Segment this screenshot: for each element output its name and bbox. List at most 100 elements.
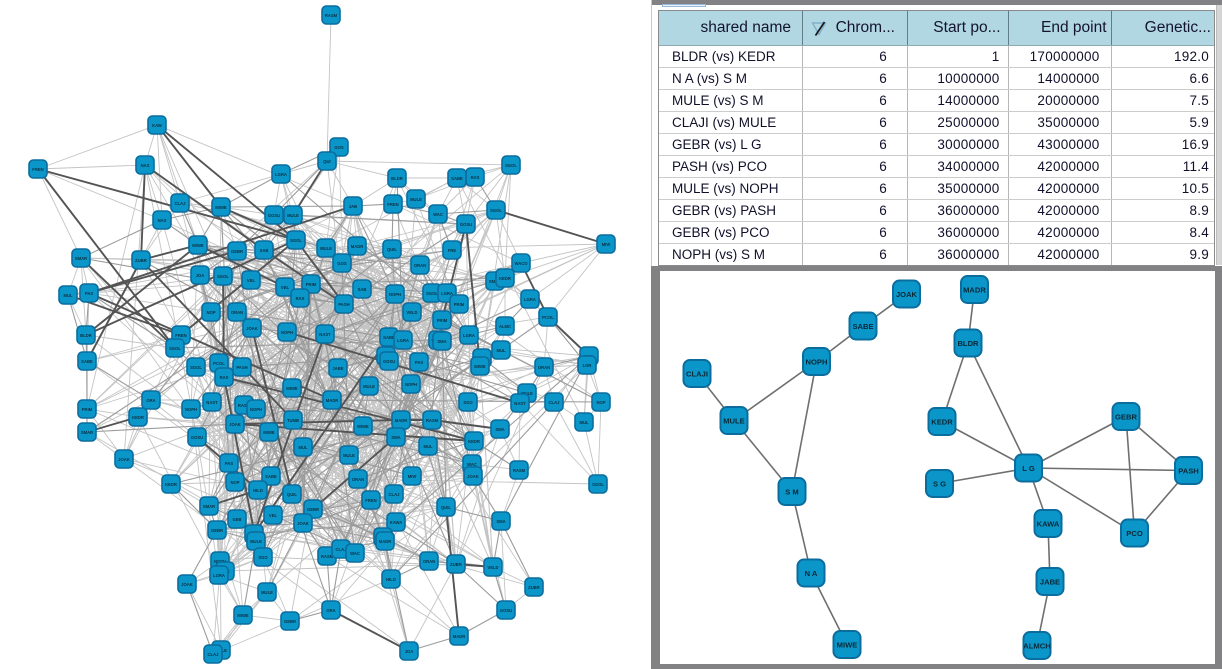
svg-text:KAWA: KAWA — [1037, 520, 1060, 529]
svg-text:MADR: MADR — [351, 244, 364, 249]
svg-text:ALMCH: ALMCH — [1023, 642, 1050, 651]
svg-text:SMA: SMA — [496, 519, 505, 524]
svg-text:GEBR: GEBR — [231, 249, 243, 254]
svg-text:MULE: MULE — [410, 197, 422, 202]
svg-text:SGOL: SGOL — [169, 346, 181, 351]
svg-text:ALMC: ALMC — [499, 324, 511, 329]
svg-text:VEL: VEL — [247, 278, 256, 283]
svg-text:LGRA: LGRA — [524, 297, 536, 302]
svg-text:MULE: MULE — [363, 384, 375, 389]
svg-text:TUMB: TUMB — [287, 418, 299, 423]
svg-text:PASH: PASH — [1178, 467, 1199, 476]
svg-text:NOP: NOP — [230, 480, 239, 485]
svg-text:GEB: GEB — [232, 517, 241, 522]
svg-text:MIWE: MIWE — [263, 430, 275, 435]
svg-text:QUI: QUI — [323, 159, 330, 164]
svg-text:RAS: RAS — [220, 375, 229, 380]
svg-text:MADR: MADR — [453, 634, 466, 639]
svg-text:MULE: MULE — [343, 453, 355, 458]
svg-text:MADR: MADR — [379, 539, 392, 544]
svg-text:SGOL: SGOL — [426, 291, 438, 296]
svg-text:JAB: JAB — [349, 204, 357, 209]
svg-text:ORAN: ORAN — [414, 263, 426, 268]
svg-text:PAS: PAS — [415, 360, 424, 365]
svg-text:NOPH: NOPH — [389, 292, 401, 297]
svg-text:GEBR: GEBR — [307, 507, 319, 512]
svg-text:RAS: RAS — [296, 296, 305, 301]
svg-text:LGRA: LGRA — [463, 333, 475, 338]
svg-text:S M: S M — [785, 488, 799, 497]
svg-text:PRIM: PRIM — [82, 407, 93, 412]
svg-text:SGO: SGO — [258, 555, 268, 560]
svg-text:CLAJI: CLAJI — [686, 370, 708, 379]
svg-text:GOSU: GOSU — [191, 435, 203, 440]
svg-text:MADR: MADR — [326, 398, 339, 403]
svg-text:SMAR: SMAR — [203, 504, 215, 509]
svg-text:RASM: RASM — [321, 554, 334, 559]
svg-text:MIWE: MIWE — [286, 386, 298, 391]
svg-text:CLAJ: CLAJ — [175, 201, 187, 206]
svg-text:MIWE: MIWE — [837, 641, 858, 650]
svg-text:SGOL: SGOL — [190, 365, 202, 370]
svg-text:JABE: JABE — [1040, 578, 1060, 587]
svg-text:PCOL: PCOL — [213, 361, 225, 366]
svg-text:FREN: FREN — [175, 333, 186, 338]
svg-text:ORAN: ORAN — [352, 477, 364, 482]
svg-text:KEDR: KEDR — [931, 418, 953, 427]
svg-text:KAW: KAW — [152, 123, 162, 128]
svg-text:SMA: SMA — [391, 435, 400, 440]
svg-text:NAST: NAST — [206, 400, 218, 405]
svg-text:KEDR: KEDR — [132, 415, 144, 420]
svg-text:N A: N A — [805, 569, 818, 578]
svg-text:MULE: MULE — [320, 246, 332, 251]
svg-text:KEDR: KEDR — [499, 276, 511, 281]
svg-text:PRIM: PRIM — [437, 318, 448, 323]
svg-text:ORA: ORA — [326, 608, 335, 613]
svg-text:VEL: VEL — [269, 513, 278, 518]
svg-text:SGOL: SGOL — [217, 274, 229, 279]
svg-text:KEDR: KEDR — [468, 439, 480, 444]
svg-text:SGOL: SGOL — [490, 208, 502, 213]
svg-text:PAS: PAS — [85, 291, 94, 296]
svg-text:NOPH: NOPH — [281, 330, 293, 335]
svg-text:HILD: HILD — [386, 577, 396, 582]
svg-text:MIWE: MIWE — [237, 613, 249, 618]
svg-text:LGRA: LGRA — [441, 291, 453, 296]
svg-text:MULE: MULE — [723, 417, 745, 426]
svg-text:NOP: NOP — [206, 310, 215, 315]
svg-text:MIW: MIW — [602, 242, 611, 247]
svg-text:PAS: PAS — [225, 461, 234, 466]
svg-text:JOAK: JOAK — [229, 422, 241, 427]
svg-text:MIWE: MIWE — [192, 243, 204, 248]
svg-text:VELD: VELD — [487, 565, 498, 570]
svg-text:SMA: SMA — [495, 427, 504, 432]
svg-text:SGOL: SGOL — [505, 163, 517, 168]
svg-text:FREN: FREN — [387, 202, 398, 207]
svg-text:GEBR: GEBR — [211, 528, 223, 533]
svg-text:ZUBR: ZUBR — [528, 585, 540, 590]
svg-text:MULE: MULE — [250, 539, 262, 544]
svg-text:ZUBR: ZUBR — [450, 562, 462, 567]
svg-text:CLAJ: CLAJ — [389, 492, 401, 497]
svg-text:JOA: JOA — [196, 273, 205, 278]
svg-text:MIWE: MIWE — [215, 205, 227, 210]
svg-text:WAC: WAC — [467, 462, 477, 467]
svg-text:SGO: SGO — [463, 400, 473, 405]
svg-text:RASM: RASM — [513, 468, 526, 473]
svg-text:JOAK: JOAK — [467, 474, 479, 479]
svg-text:HILD: HILD — [253, 488, 263, 493]
svg-text:CLAJ: CLAJ — [336, 547, 348, 552]
svg-text:PCO: PCO — [1126, 529, 1143, 538]
svg-text:JABE: JABE — [332, 366, 343, 371]
svg-text:MULE: MULE — [287, 213, 299, 218]
svg-text:NAST: NAST — [514, 401, 526, 406]
svg-text:NOPH: NOPH — [250, 407, 262, 412]
svg-text:CLAJ: CLAJ — [208, 652, 220, 657]
svg-text:NOP: NOP — [596, 400, 605, 405]
svg-text:QUIL: QUIL — [287, 492, 297, 497]
svg-text:MULE: MULE — [521, 391, 533, 396]
svg-text:NAST: NAST — [319, 332, 331, 337]
svg-text:PCOL: PCOL — [542, 315, 554, 320]
svg-text:L G: L G — [1022, 464, 1035, 473]
svg-text:RAS: RAS — [471, 175, 480, 180]
